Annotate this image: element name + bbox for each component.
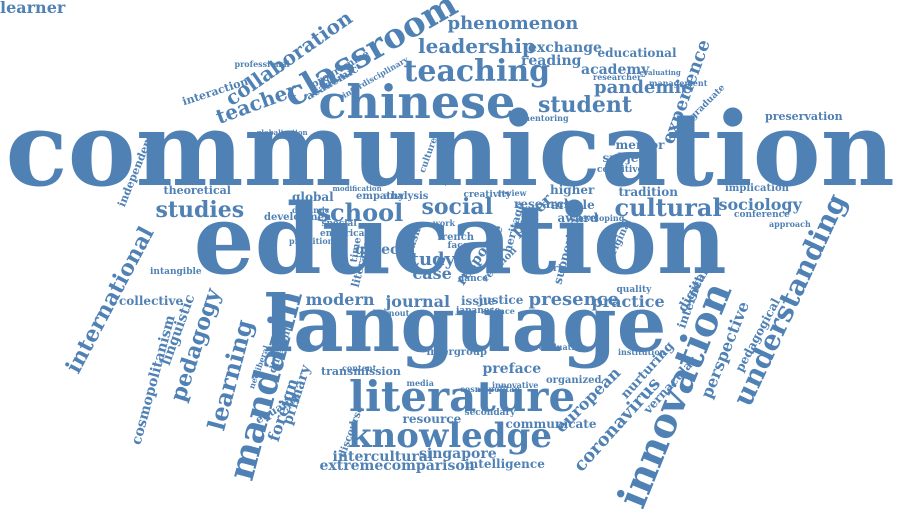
word-sociology: sociology <box>718 195 802 214</box>
word-case: case <box>412 264 452 283</box>
word-empirical: empirical <box>320 228 368 239</box>
word-conference: conference <box>734 209 790 220</box>
word-development: development <box>264 212 336 223</box>
word-learner: learner <box>0 0 66 17</box>
word-practice: practice <box>591 292 665 311</box>
word-intelligence: intelligence <box>465 457 545 471</box>
word-justice: justice <box>478 293 524 307</box>
word-school: school <box>316 198 404 227</box>
word-phenomenon: phenomenon <box>447 13 579 34</box>
word-tradition: tradition <box>618 185 678 199</box>
word-journal: journal <box>385 292 451 311</box>
word-preservation: preservation <box>765 109 843 123</box>
word-collective: collective <box>119 294 184 308</box>
word-knowledge: knowledge <box>348 416 552 456</box>
word-award: award <box>557 211 599 225</box>
word-exchange: exchange <box>528 40 602 56</box>
word-institution: institution <box>618 347 666 357</box>
word-practitioner: practitioner <box>289 236 343 246</box>
word-innovative: innovative <box>492 380 539 390</box>
word-educational: educational <box>597 46 677 60</box>
word-leadership: leadership <box>418 34 536 58</box>
word-subject: subject <box>602 151 652 165</box>
word-teaching: teaching <box>403 54 551 89</box>
word-singapore: singapore <box>419 446 497 462</box>
word-media: media <box>406 378 434 388</box>
word-japanese: japanese <box>456 305 501 316</box>
word-modern: modern <box>305 290 375 309</box>
word-social: social <box>421 194 493 220</box>
word-approach: approach <box>769 219 811 229</box>
word-dance: dance <box>458 273 488 284</box>
word-preface: preface <box>482 361 542 377</box>
word-communicate: communicate <box>505 417 597 431</box>
word-mentoring: mentoring <box>521 113 569 123</box>
word-presence: presence <box>528 289 620 310</box>
word-review: review <box>497 188 527 198</box>
word-student: student <box>538 92 633 118</box>
word-mentor: mentor <box>615 138 665 152</box>
word-globalisation: globalisation <box>256 127 308 137</box>
word-academy: academy <box>581 62 650 78</box>
word-intangible: intangible <box>150 266 202 277</box>
word-intergroup: intergroup <box>426 347 488 358</box>
word-science: science <box>481 306 515 316</box>
word-special: special <box>321 218 357 229</box>
word-professional: professional <box>234 59 290 69</box>
word-implication: implication <box>725 183 789 194</box>
word-studies: studies <box>155 197 245 223</box>
word-greece: greece <box>355 242 408 258</box>
word-resource: resource <box>402 412 462 426</box>
word-revaluating: revaluating <box>534 342 586 352</box>
word-transmission: transmission <box>321 364 401 378</box>
word-theoretical: theoretical <box>163 183 231 197</box>
word-higher: higher <box>550 183 595 197</box>
word-face: face <box>447 240 469 251</box>
word-issue: issue <box>461 294 496 308</box>
word-communication: communication <box>5 90 895 210</box>
word-dynamic: dynamic <box>292 205 330 215</box>
word-education: education <box>193 183 727 296</box>
word-global: global <box>292 190 334 204</box>
word-researcher: researcher <box>593 72 642 82</box>
word-research: research <box>514 197 573 211</box>
word-cosmopolitan: cosmopolitan <box>460 384 521 394</box>
word-management: management <box>649 78 708 88</box>
word-extremecomparison: extremecomparison <box>319 458 475 474</box>
word-intercultural: intercultural <box>332 449 434 465</box>
word-modification: modification <box>332 183 382 193</box>
word-reading: reading <box>521 53 582 69</box>
word-analysis: analysis <box>383 191 429 202</box>
word-chinese: chinese <box>318 75 516 129</box>
word-work: work <box>433 218 455 228</box>
word-article: article <box>551 198 595 212</box>
word-study: study <box>400 249 456 270</box>
word-pandemic: pandemic <box>594 77 693 98</box>
word-cultural: cultural <box>614 193 722 222</box>
word-crisis: crisis <box>547 263 575 274</box>
word-burnout: burnout <box>373 308 410 318</box>
word-developing: developing <box>575 213 625 223</box>
word-literature: literature <box>349 372 576 421</box>
word-organized: organized <box>546 375 602 386</box>
word-quality: quality <box>616 284 652 295</box>
word-french: french <box>437 232 475 243</box>
word-creativity: creativity <box>463 189 511 200</box>
word-content: content <box>342 363 377 373</box>
word-empathy: empathy <box>356 191 405 202</box>
word-cognitive: cognitive <box>597 164 644 175</box>
word-evaluating: evaluating <box>639 67 681 77</box>
word-secondary: secondary <box>464 407 516 418</box>
word-language: language <box>263 279 667 370</box>
